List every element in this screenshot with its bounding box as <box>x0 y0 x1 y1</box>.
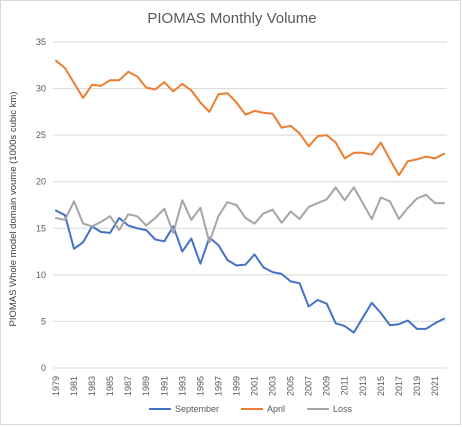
x-tick-label: 2011 <box>340 376 350 395</box>
legend-item-april: April <box>241 404 285 414</box>
y-tick-label: 35 <box>36 37 46 47</box>
x-tick-label: 1991 <box>159 376 169 396</box>
x-tick-label: 1999 <box>231 376 241 396</box>
series-line-september <box>55 209 445 334</box>
y-tick-label: 30 <box>36 84 46 94</box>
y-tick-label: 5 <box>41 316 46 326</box>
series-lines <box>55 59 445 334</box>
legend-label: Loss <box>333 404 353 414</box>
y-tick-label: 20 <box>36 177 46 187</box>
legend: September April Loss <box>149 404 353 414</box>
x-tick-label: 1993 <box>177 376 187 396</box>
x-tick-label: 2009 <box>322 376 332 396</box>
series-line-loss <box>55 186 445 244</box>
legend-label: April <box>267 404 285 414</box>
x-tick-label: 2003 <box>268 376 278 396</box>
x-tick-label: 2021 <box>430 376 440 396</box>
x-tick-label: 1989 <box>141 376 151 396</box>
x-tick-label: 2007 <box>304 376 314 396</box>
y-tick-label: 0 <box>41 363 46 373</box>
x-tick-label: 2015 <box>376 376 386 396</box>
x-tick-label: 1979 <box>51 376 61 396</box>
x-tick-label: 1985 <box>105 376 115 396</box>
legend-item-september: September <box>149 404 219 414</box>
y-tick-label: 10 <box>36 270 46 280</box>
x-tick-label: 1995 <box>195 376 205 396</box>
x-tick-label: 2017 <box>394 376 404 396</box>
x-tick-label: 2019 <box>412 376 422 396</box>
x-tick-label: 1987 <box>123 376 133 396</box>
y-tick-label: 15 <box>36 223 46 233</box>
gridlines <box>53 41 447 369</box>
legend-label: September <box>175 404 219 414</box>
x-axis-ticks: 1979 1981 1983 1985 1987 1989 1991 1993 1995 1997… <box>51 376 440 396</box>
chart-title: PIOMAS Monthly Volume <box>147 10 316 27</box>
x-tick-label: 2001 <box>250 376 260 396</box>
y-axis-label: PIOMAS Whole model domain voume (1000s c… <box>8 92 19 327</box>
series-line-april <box>55 59 445 177</box>
x-tick-label: 1981 <box>69 376 79 396</box>
legend-item-loss: Loss <box>307 404 353 414</box>
x-tick-label: 2013 <box>358 376 368 396</box>
y-tick-label: 25 <box>36 130 46 140</box>
y-axis-ticks: 0 5 10 15 20 25 30 35 <box>36 37 46 373</box>
x-tick-label: 1997 <box>213 376 223 396</box>
x-tick-label: 1983 <box>87 376 97 396</box>
x-tick-label: 2005 <box>286 376 296 396</box>
